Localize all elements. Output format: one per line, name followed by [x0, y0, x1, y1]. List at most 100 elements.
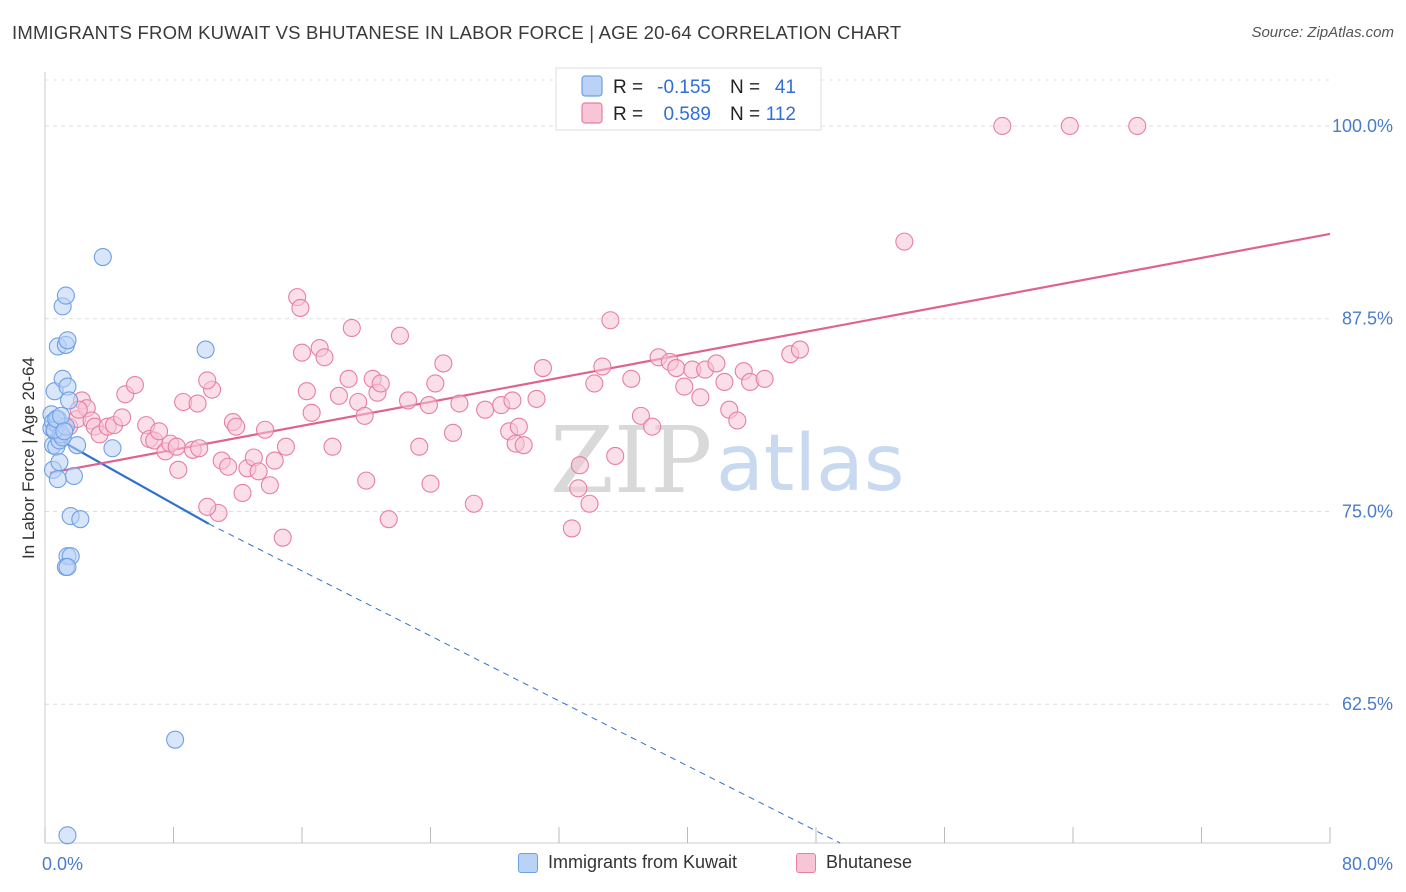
legend-r-value-1: 0.589: [663, 104, 711, 125]
bhutanese-point-22: [190, 439, 209, 458]
bhutanese-point-57: [419, 396, 438, 415]
bhutanese-point-81: [667, 359, 686, 378]
bhutanese-point-40: [297, 382, 316, 401]
legend-swatch-1: [581, 102, 603, 124]
bhutanese-point-69: [527, 389, 546, 408]
bhutanese-point-39: [292, 343, 312, 362]
legend-r-label-0: R =: [613, 77, 643, 98]
bhutanese-point-58: [426, 374, 445, 393]
y-tick-labels: 100.0% 87.5% 75.0% 62.5%: [1332, 116, 1393, 714]
legend-n-value-1: 112: [766, 104, 796, 125]
bhutanese-point-70: [533, 359, 552, 378]
legend-n-label-1: N =: [730, 104, 760, 125]
source-label: Source: ZipAtlas.com: [1251, 24, 1394, 41]
kuwait-point-40: [58, 826, 77, 845]
bhutanese-point-76: [601, 311, 620, 330]
bhutanese-point-102: [291, 298, 310, 317]
legend-n-value-0: 41: [775, 77, 796, 98]
bhutanese-point-73: [580, 494, 599, 513]
bhutanese-point-53: [379, 510, 398, 529]
bhutanese-point-96: [993, 116, 1012, 136]
bhutanese-point-32: [249, 462, 268, 481]
bottom-legend: Immigrants from Kuwait Bhutanese: [0, 852, 1406, 878]
bhutanese-point-33: [256, 420, 275, 439]
x-tick-label-1: 80.0%: [1342, 854, 1393, 874]
bhutanese-point-77: [622, 369, 641, 388]
y-tick-label-1: 87.5%: [1342, 309, 1393, 329]
bhutanese-point-47: [342, 318, 361, 338]
bhutanese-point-61: [450, 394, 469, 413]
bhutanese-point-92: [755, 369, 774, 388]
legend-n-label-0: N =: [730, 77, 760, 98]
bhutanese-point-103: [357, 471, 376, 490]
bhutanese-point-45: [329, 386, 348, 405]
kuwait-point-28: [93, 247, 112, 267]
watermark: ZIP atlas: [550, 407, 905, 514]
bhutanese-point-68: [514, 436, 533, 455]
bhutanese-point-56: [410, 437, 429, 456]
bhutanese-point-86: [707, 354, 726, 373]
kuwait-point-25: [58, 331, 77, 350]
kuwait-point-38: [196, 340, 215, 359]
bhutanese-point-34: [260, 476, 279, 495]
bottom-legend-label-bhutanese: Bhutanese: [826, 852, 913, 872]
trend-lines: [49, 232, 1331, 844]
bhutanese-point-49: [355, 406, 374, 425]
legend-swatch-bhutanese: [796, 852, 816, 873]
bhutanese-point-10: [113, 408, 132, 427]
kuwait-point-17: [52, 406, 71, 425]
bhutanese-point-99: [169, 460, 188, 479]
bhutanese-point-29: [233, 483, 252, 503]
legend-swatch-kuwait: [518, 852, 538, 873]
y-tick-label-3: 62.5%: [1342, 694, 1393, 714]
bhutanese-point-94: [790, 340, 809, 359]
bhutanese-point-37: [276, 437, 295, 456]
bhutanese-point-54: [390, 326, 410, 345]
trend-line-kuwait-extension: [208, 523, 841, 844]
kuwait-point-35: [64, 466, 83, 486]
kuwait-point-39: [166, 730, 185, 749]
kuwait-point-16: [50, 453, 69, 472]
bhutanese-point-71: [562, 519, 581, 538]
y-tick-label-0: 100.0%: [1332, 116, 1393, 136]
bhutanese-point-19: [167, 437, 186, 456]
bhutanese-point-78: [631, 406, 650, 425]
bhutanese-point-66: [503, 391, 522, 410]
chart-title: IMMIGRANTS FROM KUWAIT VS BHUTANESE IN L…: [12, 22, 902, 43]
bhutanese-point-107: [569, 479, 588, 498]
bhutanese-point-82: [675, 377, 694, 396]
bhutanese-point-59: [434, 354, 453, 373]
kuwait-point-18: [55, 422, 74, 441]
bhutanese-point-106: [643, 417, 662, 436]
bhutanese-point-16: [149, 422, 169, 441]
bhutanese-point-41: [302, 403, 321, 422]
bhutanese-point-26: [219, 457, 238, 476]
bhutanese-point-52: [371, 374, 390, 393]
bhutanese-point-55: [398, 391, 418, 410]
bhutanese-point-72: [570, 456, 589, 475]
legend-r-label-1: R =: [613, 104, 643, 125]
bhutanese-point-108: [421, 474, 440, 493]
bhutanese-point-63: [476, 400, 495, 419]
bhutanese-point-36: [273, 528, 292, 547]
bhutanese-point-46: [339, 369, 358, 388]
kuwait-point-36: [68, 436, 87, 455]
bhutanese-point-43: [315, 348, 334, 367]
bhutanese-point-60: [443, 423, 463, 442]
y-axis-label: In Labor Force | Age 20-64: [19, 357, 38, 559]
kuwait-point-27: [56, 286, 75, 305]
x-tick-label-0: 0.0%: [42, 854, 83, 874]
bhutanese-point-89: [728, 411, 747, 430]
bhutanese-point-97: [1060, 116, 1079, 136]
bhutanese-point-109: [198, 497, 217, 516]
axes: [44, 72, 1331, 844]
kuwait-point-22: [60, 391, 79, 410]
bhutanese-point-101: [198, 371, 217, 390]
bhutanese-point-98: [1128, 116, 1147, 136]
legend: R = -0.155 N = 41 R = 0.589 N = 112: [555, 67, 822, 131]
bottom-legend-item-kuwait: Immigrants from Kuwait: [518, 852, 737, 873]
bhutanese-point-87: [715, 372, 734, 391]
bhutanese-point-28: [227, 417, 246, 436]
kuwait-point-34: [58, 557, 77, 577]
